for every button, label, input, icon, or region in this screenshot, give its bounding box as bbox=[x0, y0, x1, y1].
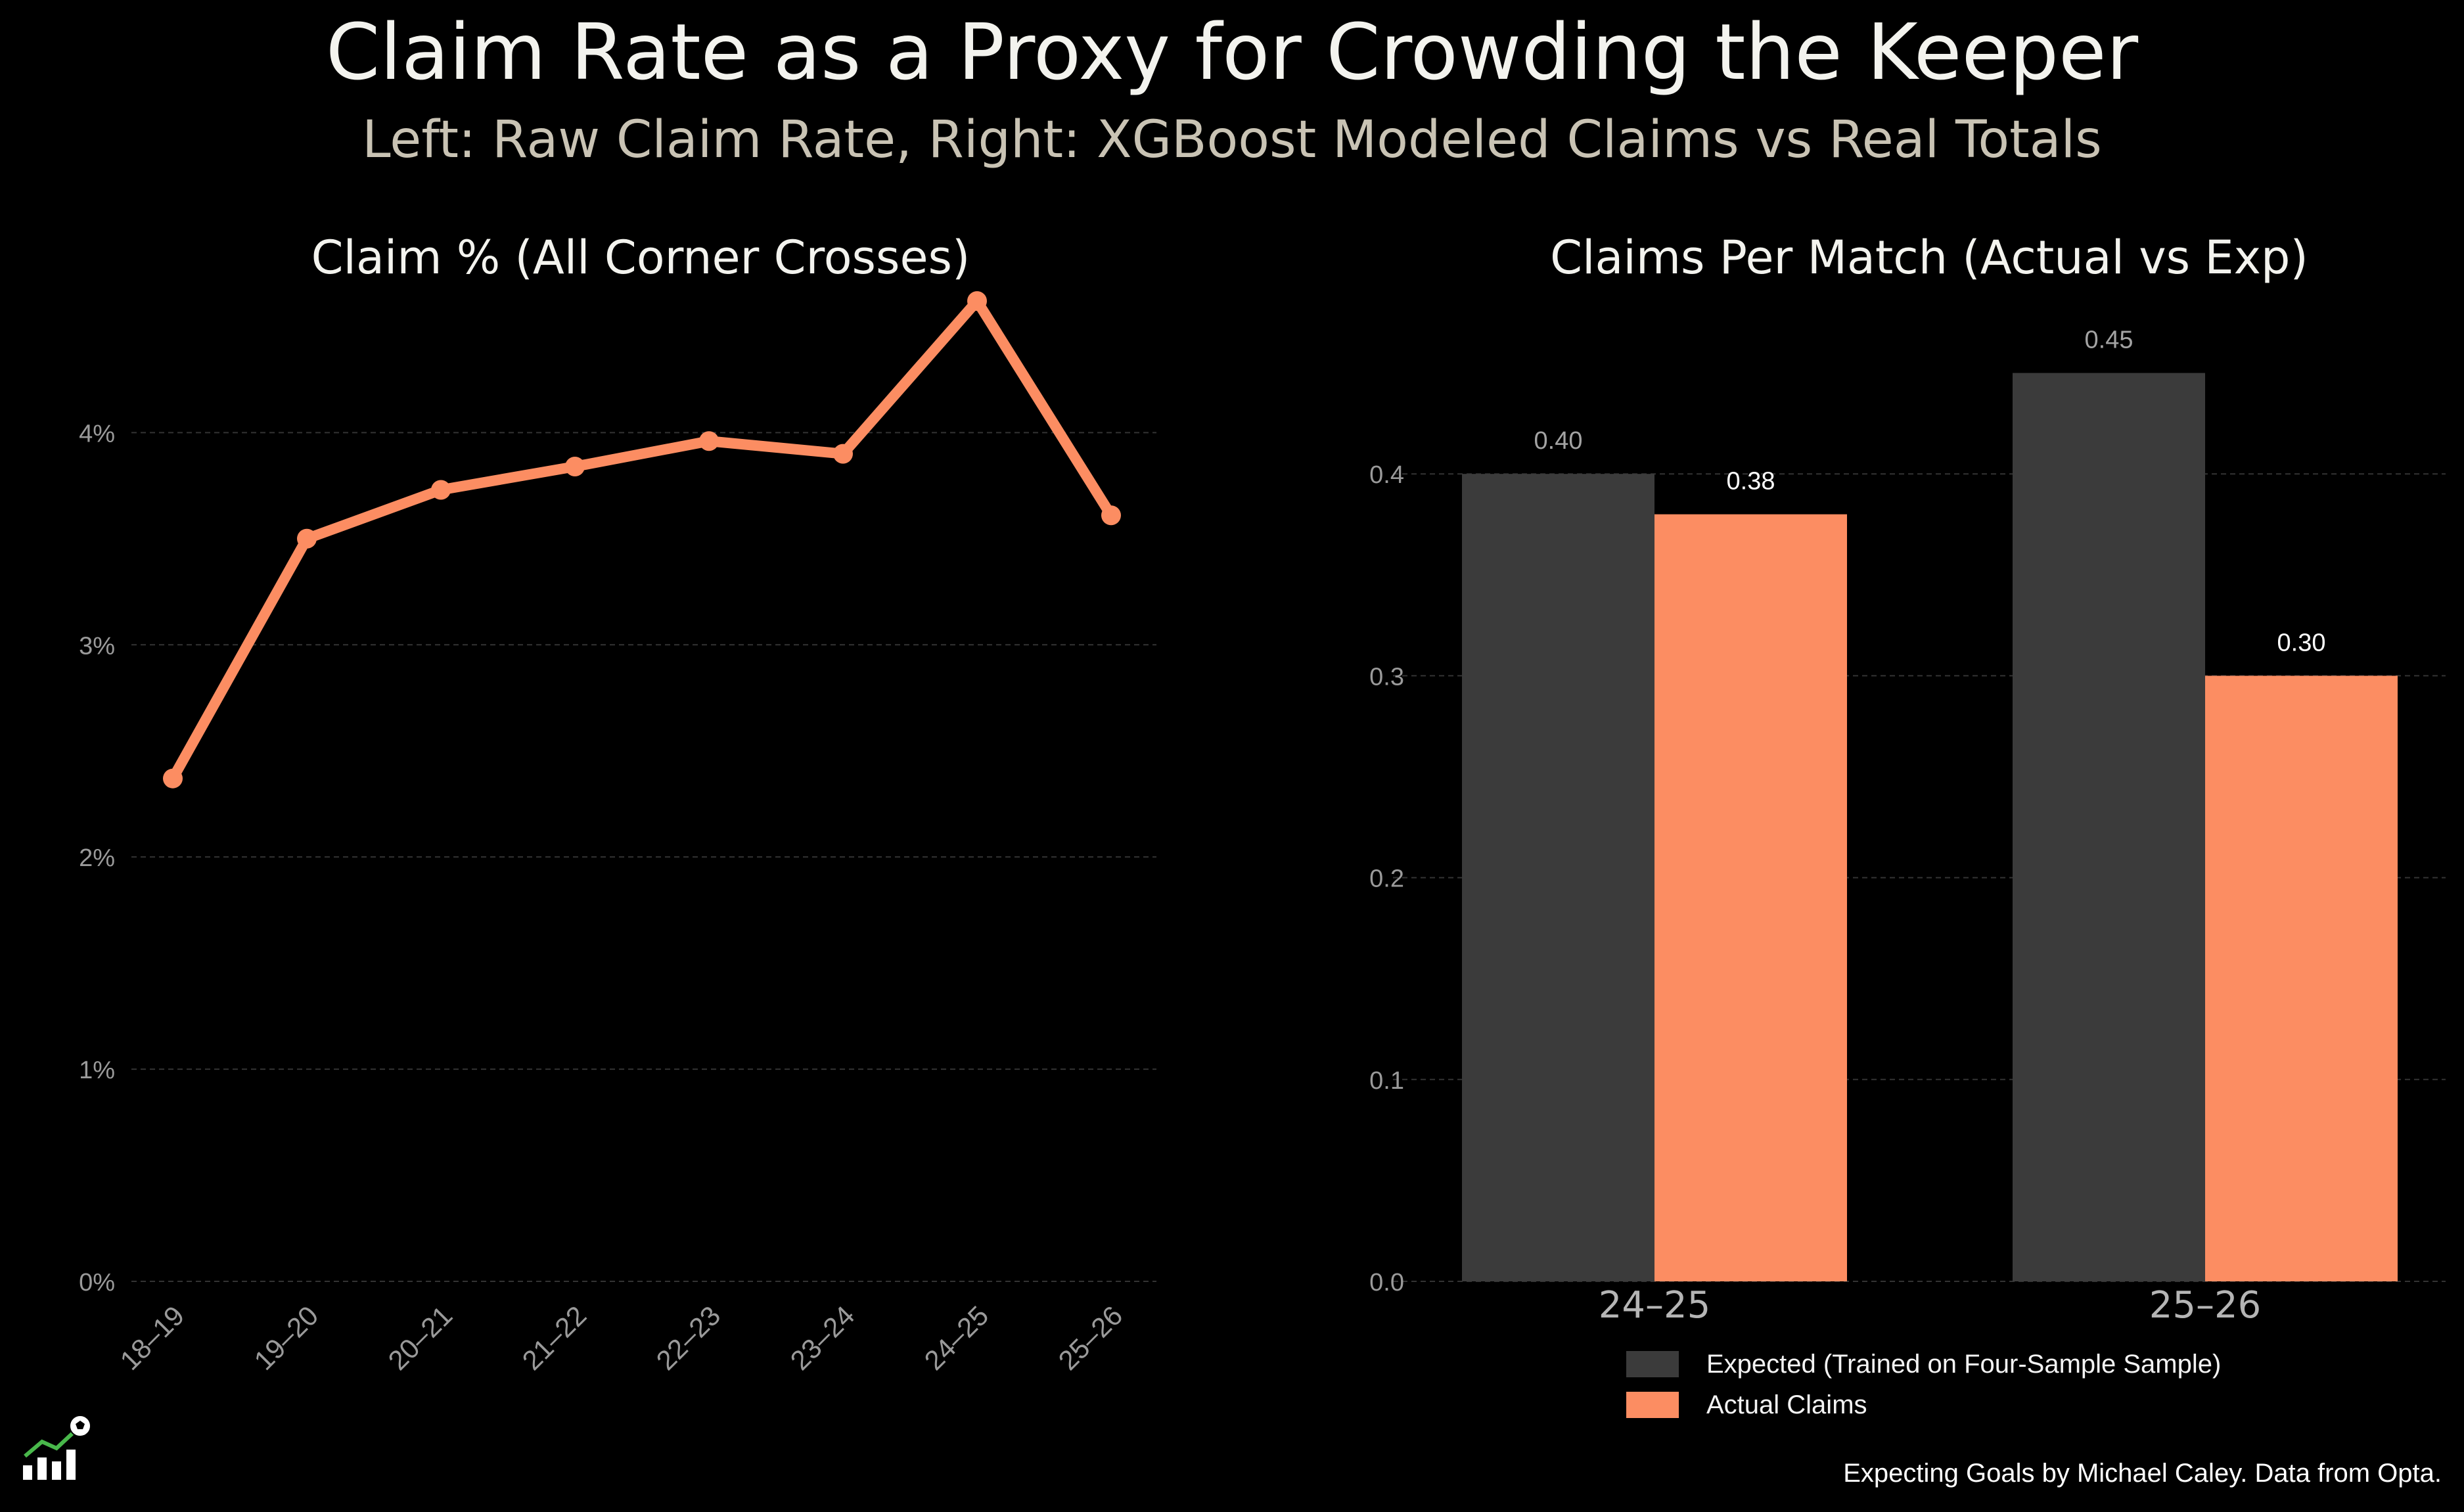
legend-swatch-expected bbox=[1626, 1351, 1679, 1377]
claim-rate-line bbox=[168, 296, 1116, 784]
claim-rate-point bbox=[967, 291, 987, 311]
left-x-tick-label: 22–23 bbox=[650, 1300, 727, 1376]
right-chart: Claims Per Match (Actual vs Exp) 0.00.10… bbox=[1369, 231, 2446, 1327]
expected-bar-value-label: 0.40 bbox=[1534, 427, 1583, 455]
main-title: Claim Rate as a Proxy for Crowding the K… bbox=[325, 7, 2139, 97]
left-x-tick-label: 20–21 bbox=[382, 1300, 459, 1376]
expected-bar bbox=[2013, 373, 2205, 1281]
brand-logo-icon bbox=[23, 1415, 91, 1480]
left-y-tick-label: 2% bbox=[79, 844, 115, 872]
right-chart-y-axis: 0.0 0.1 0.2 0.3 0.4 bbox=[1369, 461, 1404, 1296]
left-y-tick-label: 1% bbox=[79, 1057, 115, 1084]
left-x-tick-label: 18–19 bbox=[114, 1300, 191, 1376]
right-x-tick-label: 25–26 bbox=[2149, 1284, 2262, 1327]
left-x-tick-label: 24–25 bbox=[919, 1300, 995, 1376]
legend-item-actual: Actual Claims bbox=[1626, 1385, 2221, 1425]
claim-rate-point bbox=[163, 768, 183, 789]
left-chart-title: Claim % (All Corner Crosses) bbox=[311, 231, 970, 285]
right-chart-title: Claims Per Match (Actual vs Exp) bbox=[1550, 231, 2308, 285]
right-y-tick-label: 0.1 bbox=[1369, 1067, 1404, 1095]
actual-bar-value-label: 0.30 bbox=[2277, 629, 2326, 656]
claim-rate-point bbox=[297, 528, 317, 549]
right-chart-legend: Expected (Trained on Four-Sample Sample)… bbox=[1626, 1344, 2221, 1425]
actual-bar bbox=[1654, 514, 1847, 1281]
claim-rate-point bbox=[565, 457, 585, 476]
main-subtitle: Left: Raw Claim Rate, Right: XGBoost Mod… bbox=[362, 110, 2102, 170]
right-y-tick-label: 0.0 bbox=[1369, 1269, 1404, 1296]
claim-rate-point bbox=[699, 431, 719, 451]
right-chart-x-axis: 24–25 25–26 bbox=[1599, 1284, 2262, 1327]
right-y-tick-label: 0.2 bbox=[1369, 865, 1404, 893]
legend-swatch-actual bbox=[1626, 1392, 1679, 1418]
left-y-tick-label: 4% bbox=[79, 420, 115, 447]
left-chart-x-axis: 18–19 19–20 20–21 21–22 22–23 23–24 24–25 25–26 bbox=[114, 1300, 1129, 1376]
expected-bar-value-label: 0.45 bbox=[2085, 327, 2133, 354]
left-chart-grid bbox=[131, 432, 1156, 1282]
left-chart: Claim % (All Corner Crosses) 0%1%2%3%4% … bbox=[79, 231, 1156, 1376]
left-x-tick-label: 19–20 bbox=[248, 1300, 325, 1376]
right-x-tick-label: 24–25 bbox=[1599, 1284, 1711, 1327]
left-x-tick-label: 21–22 bbox=[516, 1300, 593, 1376]
left-x-tick-label: 25–26 bbox=[1053, 1300, 1129, 1376]
legend-item-expected: Expected (Trained on Four-Sample Sample) bbox=[1626, 1344, 2221, 1385]
left-chart-y-axis: 0% 1% 2% 3% 4% bbox=[79, 420, 115, 1296]
legend-label-expected: Expected (Trained on Four-Sample Sample) bbox=[1706, 1349, 2222, 1379]
left-y-tick-label: 0% bbox=[79, 1269, 115, 1296]
right-chart-bars: 0.40 0.38 0.45 0.30 bbox=[1462, 327, 2398, 1282]
right-y-tick-label: 0.4 bbox=[1369, 461, 1404, 489]
claim-rate-point bbox=[833, 444, 853, 464]
left-chart-series bbox=[163, 291, 1121, 789]
right-y-tick-label: 0.3 bbox=[1369, 663, 1404, 691]
left-x-tick-label: 23–24 bbox=[785, 1300, 861, 1376]
actual-bar-value-label: 0.38 bbox=[1727, 468, 1775, 495]
claim-rate-point bbox=[1101, 505, 1121, 526]
footer-credit: Expecting Goals by Michael Caley. Data f… bbox=[1843, 1459, 2442, 1488]
actual-bar bbox=[2205, 676, 2398, 1281]
left-y-tick-label: 3% bbox=[79, 632, 115, 660]
claim-rate-point bbox=[431, 480, 451, 500]
expected-bar bbox=[1462, 474, 1654, 1282]
legend-label-actual: Actual Claims bbox=[1706, 1390, 1867, 1419]
